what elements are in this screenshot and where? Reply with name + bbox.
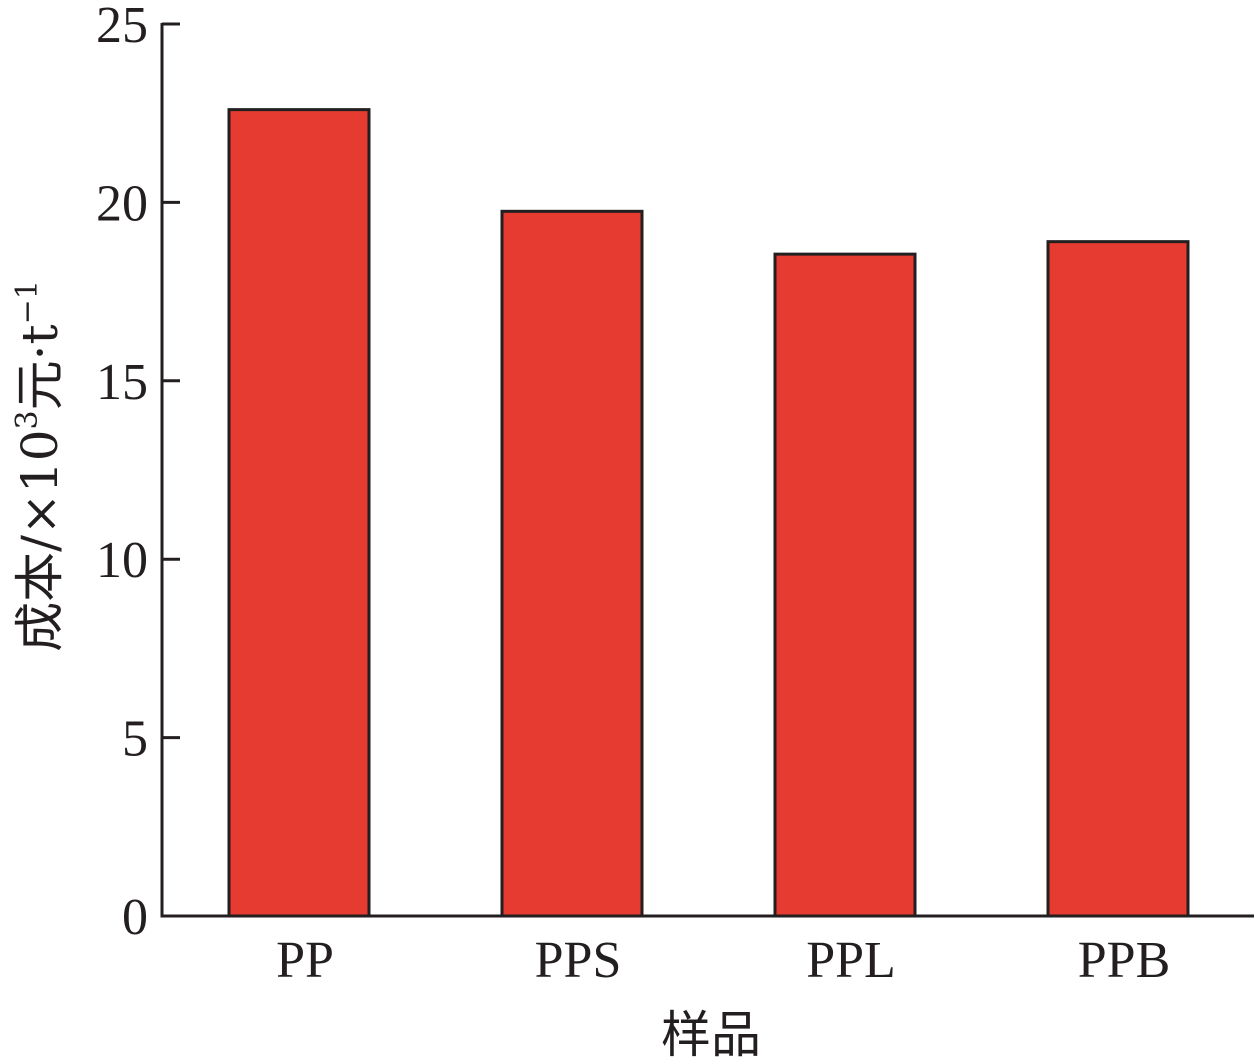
y-tick-label-5: 5: [122, 711, 148, 768]
x-tick-label-pp: PP: [276, 932, 334, 989]
y-tick-label-25: 25: [96, 0, 148, 54]
x-labels-group: PP PPS PPL PPB: [276, 932, 1170, 989]
y-axis-title: 成本/×103元·t−1: [10, 280, 69, 652]
bar-ppl: [773, 252, 917, 918]
y-tick-label-0: 0: [122, 889, 148, 946]
y-axis-title-sup1: 3: [10, 410, 45, 429]
y-ticks-group: 0 5 10 15 20 25: [96, 0, 180, 946]
x-tick-label-ppb: PPB: [1078, 932, 1171, 989]
y-axis-title-middle: 元·t: [11, 324, 69, 410]
y-tick-label-20: 20: [96, 175, 148, 232]
y-tick-label-15: 15: [96, 354, 148, 411]
x-axis-title: 样品: [661, 1006, 761, 1060]
bar-pp: [227, 108, 371, 918]
y-axis-title-sup2: −1: [10, 280, 45, 324]
bars-group: [227, 108, 1190, 918]
bar-ppb: [1046, 240, 1190, 918]
y-axis-title-prefix: 成本/×10: [11, 429, 69, 651]
x-tick-label-pps: PPS: [535, 932, 622, 989]
bar-pps: [500, 209, 644, 918]
y-tick-label-10: 10: [96, 532, 148, 589]
x-tick-label-ppl: PPL: [806, 932, 896, 989]
